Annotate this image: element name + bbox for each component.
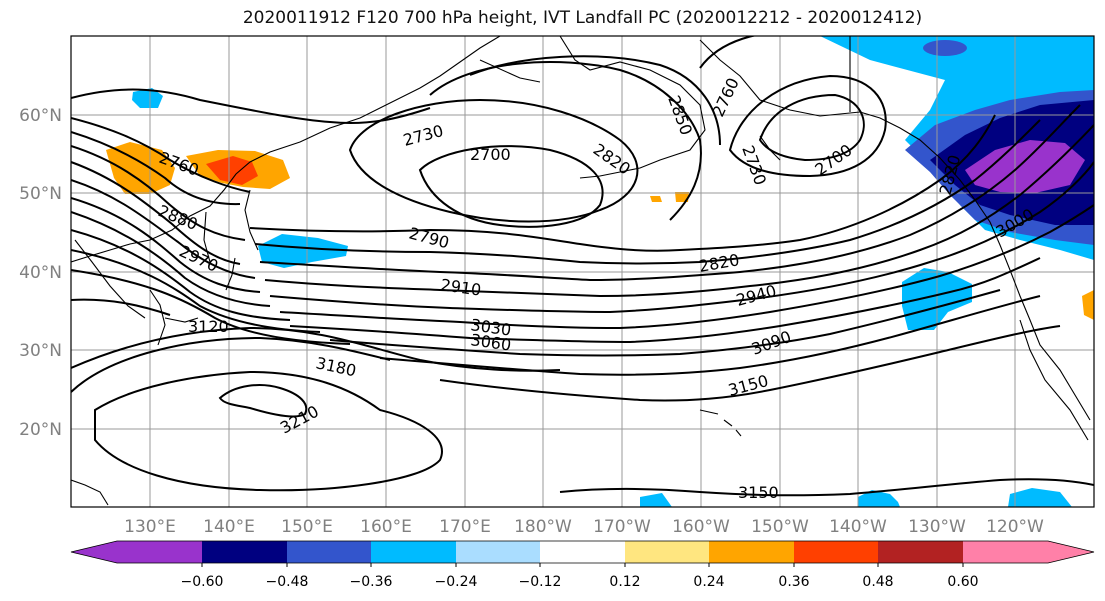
shading-layer <box>106 36 1094 507</box>
colorbar-ticks: −0.60 −0.48 −0.36 −0.24 −0.12 0.12 0.24 … <box>181 574 979 590</box>
colorbar-cell <box>287 541 371 563</box>
colorbar-tick-label: 0.48 <box>862 574 893 590</box>
coastlines <box>71 36 1091 506</box>
colorbar-cell <box>117 541 202 563</box>
colorbar-cell <box>878 541 963 563</box>
colorbar-tick-label: −0.24 <box>435 574 478 590</box>
map-title: 2020011912 F120 700 hPa height, IVT Land… <box>242 8 923 28</box>
lon-label: 140°W <box>829 517 887 537</box>
graticule <box>71 36 1094 507</box>
map-figure: 2760 2880 2970 3120 3180 3210 2730 2700 … <box>19 35 1095 537</box>
contour-label: 3120 <box>188 317 229 336</box>
colorbar-cell <box>709 541 794 563</box>
lat-label: 60°N <box>19 106 62 126</box>
longitude-labels: 130°E 140°E 150°E 160°E 170°E 180°W 170°… <box>124 517 1044 537</box>
colorbar-extend-max <box>1048 541 1094 563</box>
lat-label: 40°N <box>19 263 62 283</box>
lat-label: 50°N <box>19 184 62 204</box>
lon-label: 170°W <box>593 517 651 537</box>
lon-label: 140°E <box>203 517 255 537</box>
colorbar-cells <box>70 540 1095 567</box>
lat-label: 30°N <box>19 341 62 361</box>
lon-label: 160°E <box>360 517 412 537</box>
colorbar-tick-label: −0.12 <box>519 574 562 590</box>
height-contours <box>71 36 1094 497</box>
colorbar-cell <box>371 541 456 563</box>
lon-label: 170°E <box>439 517 491 537</box>
colorbar-cell <box>456 541 540 563</box>
colorbar-tick-label: 0.60 <box>947 574 978 590</box>
colorbar-tick-label: −0.36 <box>350 574 393 590</box>
contour-label: 2700 <box>470 145 511 164</box>
lon-label: 130°E <box>124 517 176 537</box>
colorbar-tick-label: −0.60 <box>181 574 224 590</box>
colorbar-tick-label: 0.12 <box>609 574 640 590</box>
colorbar-outline <box>70 540 1095 564</box>
lon-label: 150°E <box>281 517 333 537</box>
colorbar-cell <box>963 541 1048 563</box>
colorbar-extend-min <box>71 541 117 563</box>
contour-label: 3150 <box>738 483 779 502</box>
lon-label: 180°W <box>514 517 572 537</box>
map-frame <box>70 35 1095 508</box>
colorbar-tick-label: 0.24 <box>693 574 724 590</box>
colorbar-tick-label: 0.36 <box>778 574 809 590</box>
colorbar-cell <box>794 541 878 563</box>
lon-label: 160°W <box>672 517 730 537</box>
colorbar-cell <box>202 541 287 563</box>
colorbar-cell <box>625 541 709 563</box>
lon-label: 130°W <box>908 517 966 537</box>
colorbar-tick-label: −0.48 <box>266 574 309 590</box>
lon-label: 150°W <box>751 517 809 537</box>
latitude-labels: 60°N 50°N 40°N 30°N 20°N <box>19 106 62 440</box>
colorbar-cell <box>540 541 625 563</box>
lat-label: 20°N <box>19 420 62 440</box>
lon-label: 120°W <box>986 517 1044 537</box>
